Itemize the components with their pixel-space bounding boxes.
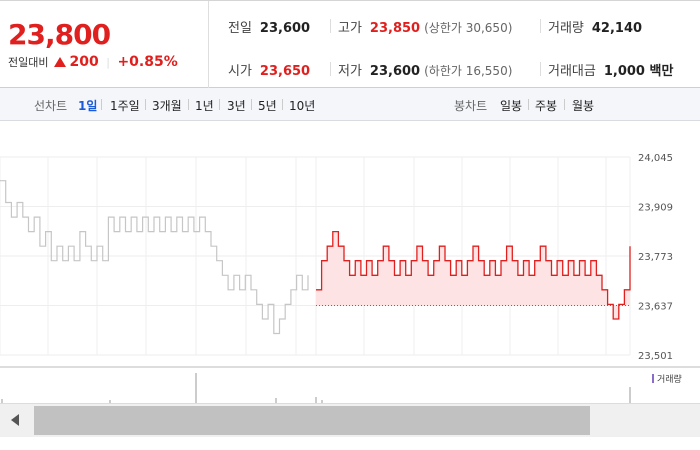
change-label: 전일대비 — [8, 56, 49, 69]
price-box: 23,800 전일대비 200 | +0.85% — [0, 1, 209, 88]
y-tick-label: 23,501 — [638, 351, 673, 362]
tab-monthly-candle[interactable]: 월봉 — [572, 99, 595, 113]
price-chart: 24,045 23,909 23,773 23,637 23,501 거래량 — [0, 121, 700, 403]
prev-close-label: 전일 — [228, 21, 252, 36]
left-arrow-icon — [11, 414, 19, 426]
prev-close: 전일 23,600 — [228, 17, 310, 36]
divider — [251, 99, 252, 110]
stock-summary: 23,800 전일대비 200 | +0.85% 전일 23,600 고가 23,8… — [0, 0, 700, 88]
y-tick-label: 24,045 — [638, 153, 673, 164]
tab-5year[interactable]: 5년 — [258, 99, 277, 113]
divider — [540, 62, 541, 76]
tab-3month[interactable]: 3개월 — [152, 99, 182, 113]
series-line-prev — [0, 180, 309, 335]
scroll-left-button[interactable] — [0, 404, 33, 437]
tab-weekly-candle[interactable]: 주봉 — [535, 99, 558, 113]
current-price: 23,800 — [8, 18, 111, 51]
divider — [564, 99, 565, 110]
scroll-thumb[interactable] — [34, 406, 590, 435]
y-tick-label: 23,773 — [638, 252, 673, 263]
change-rate: +0.85% — [117, 54, 178, 70]
divider — [101, 99, 102, 110]
price-chart-svg: 24,045 23,909 23,773 23,637 23,501 거래량 — [0, 153, 700, 403]
high-price: 고가 23,850 (상한가 30,650) — [338, 17, 512, 36]
volume-value: 42,140 — [591, 21, 643, 36]
tab-10year[interactable]: 10년 — [289, 99, 316, 113]
divider — [330, 62, 331, 76]
divider — [282, 99, 283, 110]
tab-1week[interactable]: 1주일 — [110, 99, 140, 113]
open-label: 시가 — [228, 64, 252, 79]
tab-daily-candle[interactable]: 일봉 — [500, 99, 523, 113]
trade-amount: 거래대금 1,000 백만 — [548, 60, 673, 79]
series-line-today — [316, 230, 631, 320]
divider — [219, 99, 220, 110]
prev-close-value: 23,600 — [259, 21, 311, 36]
divider — [330, 19, 331, 33]
change-row: 전일대비 200 | +0.85% — [8, 54, 178, 70]
tab-1day[interactable]: 1일 — [78, 99, 98, 113]
divider — [145, 99, 146, 110]
tab-1year[interactable]: 1년 — [195, 99, 214, 113]
chart-scrollbar[interactable] — [0, 403, 700, 437]
open-value: 23,650 — [259, 64, 311, 79]
high-value: 23,850 — [369, 21, 421, 36]
volume-label: 거래량 — [548, 21, 584, 36]
volume: 거래량 42,140 — [548, 17, 642, 36]
amount-value: 1,000 백만 — [603, 64, 674, 79]
divider — [540, 19, 541, 33]
line-chart-group-label: 선차트 — [34, 99, 68, 113]
change-value: 200 — [69, 54, 99, 70]
low-label: 저가 — [338, 64, 362, 79]
chart-tabs: 선차트 1일 1주일 3개월 1년 3년 5년 10년 봉차트 일봉 주봉 월봉 — [0, 88, 700, 121]
y-tick-label: 23,637 — [638, 302, 673, 313]
divider — [528, 99, 529, 110]
tab-3year[interactable]: 3년 — [227, 99, 246, 113]
low-price: 저가 23,600 (하한가 16,550) — [338, 60, 512, 79]
lower-limit: (하한가 16,550) — [424, 64, 513, 78]
open-price: 시가 23,650 — [228, 60, 310, 79]
divider — [188, 99, 189, 110]
high-label: 고가 — [338, 21, 362, 36]
low-value: 23,600 — [369, 64, 421, 79]
candle-chart-group-label: 봉차트 — [454, 99, 488, 113]
y-tick-label: 23,909 — [638, 203, 673, 214]
upper-limit: (상한가 30,650) — [424, 21, 513, 35]
series-fill — [316, 231, 630, 319]
divider: | — [106, 56, 110, 69]
volume-legend-marker — [652, 374, 654, 383]
up-triangle-icon — [53, 57, 66, 67]
amount-label: 거래대금 — [548, 64, 596, 79]
volume-legend-label: 거래량 — [657, 373, 682, 385]
